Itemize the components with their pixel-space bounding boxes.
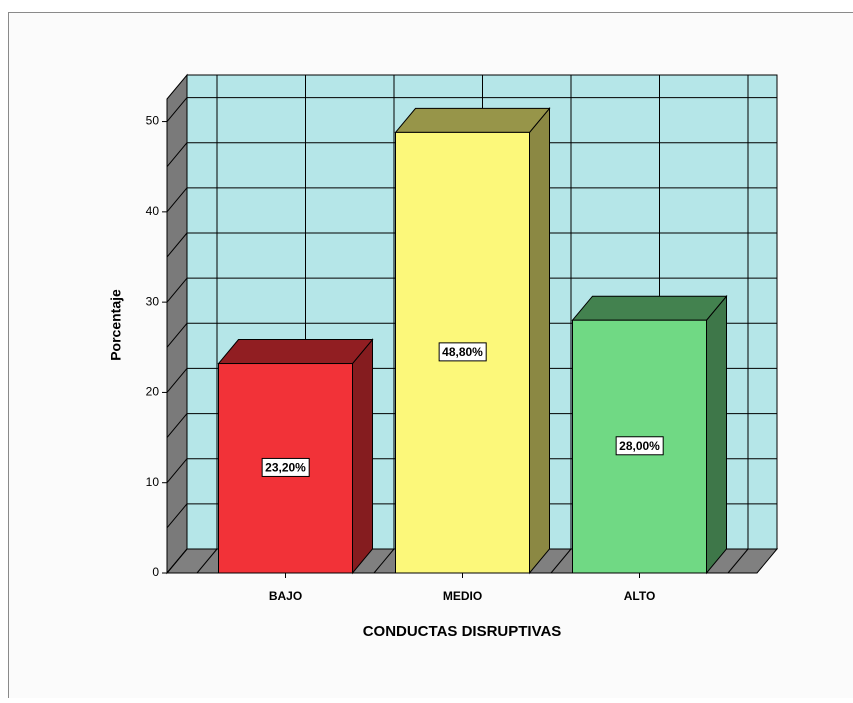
- left-wall: [167, 75, 187, 573]
- y-tick-label: 50: [146, 114, 160, 128]
- y-tick-label: 0: [152, 565, 159, 579]
- y-tick-label: 10: [146, 475, 160, 489]
- value-label: 23,20%: [265, 460, 306, 474]
- bar-top: [219, 340, 373, 364]
- x-tick-label: ALTO: [624, 589, 656, 603]
- value-label: 28,00%: [619, 439, 660, 453]
- bar: [396, 108, 550, 573]
- bar: [573, 296, 727, 573]
- bar-side: [530, 108, 550, 573]
- bar-top: [396, 108, 550, 132]
- y-tick-label: 20: [146, 385, 160, 399]
- x-tick-label: MEDIO: [443, 589, 482, 603]
- y-tick-label: 30: [146, 294, 160, 308]
- bar-top: [573, 296, 727, 320]
- y-tick-label: 40: [146, 204, 160, 218]
- x-tick-label: BAJO: [269, 589, 302, 603]
- value-label: 48,80%: [442, 345, 483, 359]
- y-axis-label: Porcentaje: [108, 289, 124, 361]
- bar: [219, 340, 373, 573]
- bar-side: [707, 296, 727, 573]
- x-axis-label: CONDUCTAS DISRUPTIVAS: [363, 623, 562, 640]
- bar-side: [353, 340, 373, 573]
